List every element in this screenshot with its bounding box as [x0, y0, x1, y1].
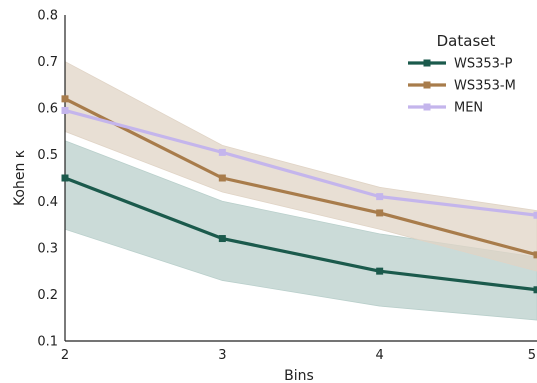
y-tick-label: 0.7 [37, 55, 58, 70]
y-tick-label: 0.3 [37, 241, 58, 256]
y-tick-label: 0.1 [37, 335, 58, 350]
x-axis-label: Bins [284, 368, 314, 383]
data-point-men [218, 148, 226, 156]
data-point-ws353-p [218, 235, 226, 243]
legend-label-ws353-m: WS353-M [454, 79, 516, 94]
y-tick-label: 0.8 [37, 9, 58, 24]
series-line-men [64, 108, 537, 217]
data-point-ws353-m [376, 209, 384, 217]
x-tick-labels: 2 3 4 5 [61, 348, 536, 363]
y-tick-label: 0.2 [37, 288, 58, 303]
data-point-men [533, 211, 537, 219]
legend-marker-ws353-p [423, 59, 431, 67]
data-point-men [376, 193, 384, 201]
data-point-ws353-p [376, 267, 384, 275]
legend-marker-ws353-m [423, 81, 431, 89]
y-tick-label: 0.4 [37, 195, 58, 210]
y-axis-label: Kohen κ [12, 150, 28, 206]
y-tick-label: 0.6 [37, 102, 58, 117]
legend-label-ws353-p: WS353-P [454, 57, 513, 72]
legend-label-men: MEN [454, 101, 483, 116]
data-point-ws353-m [533, 251, 537, 259]
series-lines [64, 97, 537, 292]
legend-title: Dataset [437, 32, 496, 50]
series-line-ws353-p [64, 176, 537, 292]
data-point-men [61, 106, 69, 114]
series-markers [61, 95, 537, 294]
x-tick-label: 4 [376, 348, 384, 363]
data-point-ws353-p [61, 174, 69, 182]
y-tick-label: 0.5 [37, 148, 58, 163]
legend-marker-men [423, 103, 431, 111]
x-tick-label: 2 [61, 348, 69, 363]
y-tick-labels: 0.1 0.2 0.3 0.4 0.5 0.6 0.7 0.8 [37, 9, 58, 350]
x-tick-label: 5 [528, 348, 536, 363]
data-point-ws353-m [218, 174, 226, 182]
series-line-ws353-m [64, 97, 537, 257]
legend: Dataset WS353-P WS353-M MEN [408, 32, 516, 116]
data-point-ws353-p [533, 286, 537, 294]
band-ws353-m [64, 60, 537, 272]
x-tick-label: 3 [218, 348, 226, 363]
data-point-ws353-m [61, 95, 69, 103]
